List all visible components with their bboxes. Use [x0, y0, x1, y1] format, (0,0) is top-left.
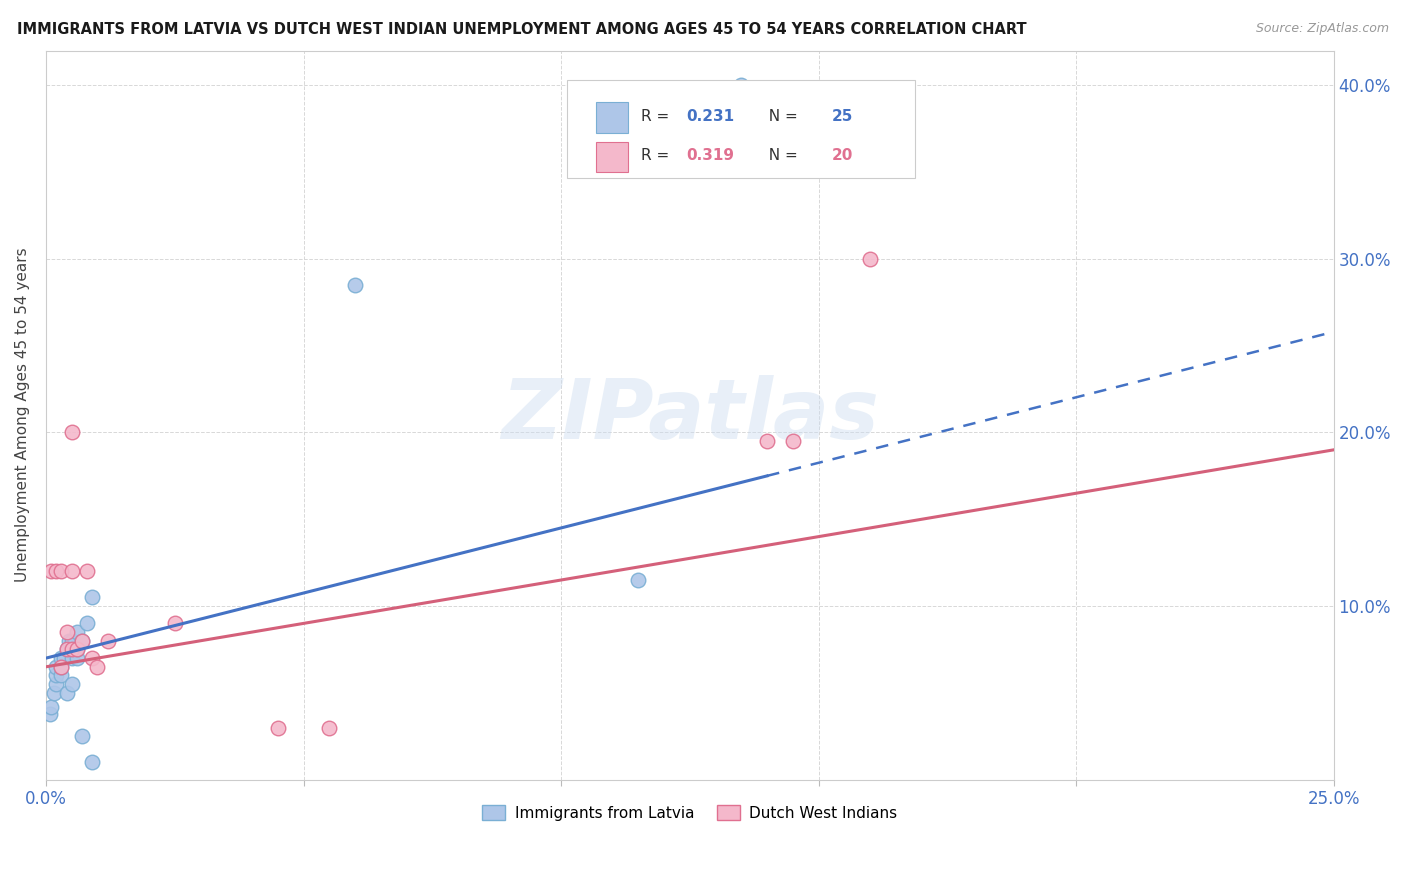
Point: [60, 633, 83, 648]
Point: [42, 686, 65, 700]
Point: [730, 78, 752, 93]
Point: [756, 434, 779, 449]
Point: [627, 573, 650, 587]
Point: [66, 651, 89, 665]
Y-axis label: Unemployment Among Ages 45 to 54 years: Unemployment Among Ages 45 to 54 years: [15, 248, 30, 582]
Point: [267, 721, 290, 735]
Point: [60, 642, 83, 657]
Point: [66, 625, 89, 640]
Point: [45, 660, 67, 674]
Point: [66, 642, 89, 657]
Text: ZIPatlas: ZIPatlas: [501, 375, 879, 456]
Point: [51, 565, 73, 579]
Point: [55, 642, 77, 657]
FancyBboxPatch shape: [568, 80, 915, 178]
Point: [86, 660, 108, 674]
Bar: [596, 103, 628, 133]
Text: 0.319: 0.319: [686, 148, 734, 163]
Point: [76, 565, 98, 579]
Point: [70, 633, 93, 648]
Point: [70, 633, 93, 648]
Point: [60, 651, 83, 665]
Point: [39, 699, 62, 714]
Point: [82, 651, 104, 665]
Point: [859, 252, 882, 266]
Point: [163, 616, 186, 631]
Text: R =: R =: [641, 109, 673, 124]
Point: [97, 633, 120, 648]
Point: [70, 729, 93, 743]
Point: [45, 677, 67, 691]
Point: [343, 277, 366, 292]
Point: [45, 668, 67, 682]
Text: 0.231: 0.231: [686, 109, 734, 124]
Text: N =: N =: [759, 109, 803, 124]
Text: 25: 25: [831, 109, 853, 124]
Legend: Immigrants from Latvia, Dutch West Indians: Immigrants from Latvia, Dutch West India…: [477, 799, 903, 827]
Point: [66, 642, 89, 657]
Point: [82, 591, 104, 605]
Point: [45, 565, 67, 579]
Point: [782, 434, 804, 449]
Bar: [596, 142, 628, 172]
Point: [53, 651, 76, 665]
Text: Source: ZipAtlas.com: Source: ZipAtlas.com: [1256, 22, 1389, 36]
Text: N =: N =: [759, 148, 803, 163]
Point: [51, 660, 73, 674]
Point: [51, 651, 73, 665]
Point: [60, 565, 83, 579]
Point: [51, 668, 73, 682]
Point: [55, 625, 77, 640]
Point: [55, 686, 77, 700]
Point: [58, 633, 80, 648]
Point: [82, 756, 104, 770]
Point: [55, 642, 77, 657]
Text: 20: 20: [831, 148, 853, 163]
Point: [60, 677, 83, 691]
Text: R =: R =: [641, 148, 673, 163]
Point: [51, 660, 73, 674]
Point: [38, 706, 60, 721]
Point: [60, 425, 83, 440]
Point: [39, 565, 62, 579]
Point: [318, 721, 340, 735]
Text: IMMIGRANTS FROM LATVIA VS DUTCH WEST INDIAN UNEMPLOYMENT AMONG AGES 45 TO 54 YEA: IMMIGRANTS FROM LATVIA VS DUTCH WEST IND…: [17, 22, 1026, 37]
Point: [76, 616, 98, 631]
